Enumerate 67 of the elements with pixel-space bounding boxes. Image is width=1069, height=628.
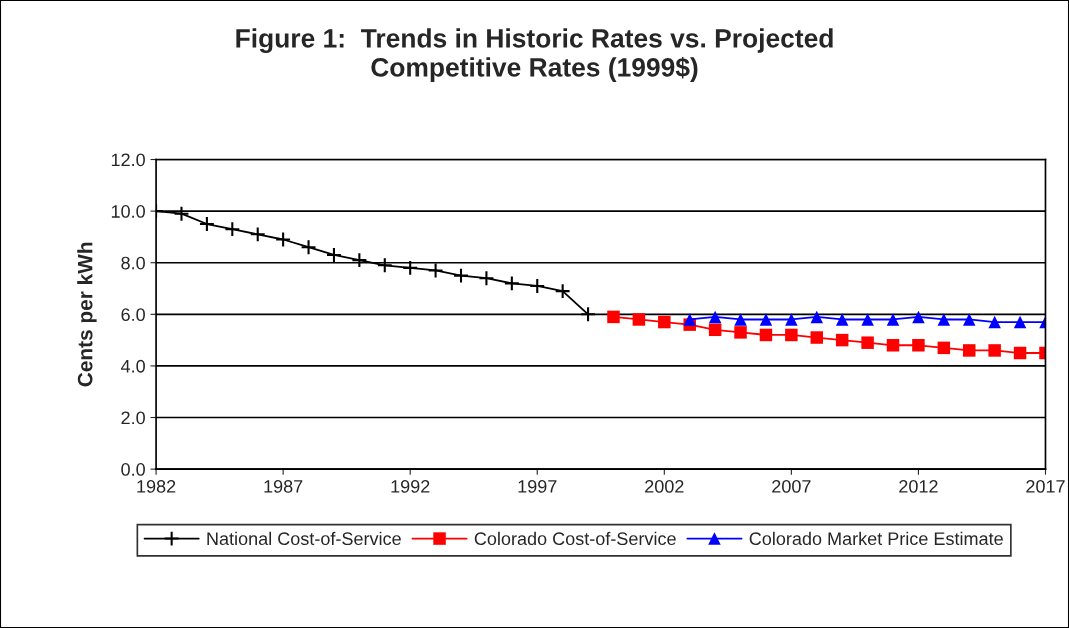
point [886,339,900,352]
x-tick-label: 2002 [645,480,684,493]
legend-label: Colorado Cost-of-Service [474,531,676,546]
y-tick-label: 2.0 [121,411,145,425]
point [580,306,597,323]
point [734,313,747,326]
chart-title: Figure 1: Trends in Historic Rates vs. Projected Competitive Rates (1999$) [236,28,833,82]
point [759,328,773,342]
point [835,333,849,347]
y-axis-title: Cents per kWh [77,242,97,387]
point [173,205,190,222]
point [759,313,773,326]
y-tick-label: 12.0 [111,153,145,167]
x-tick-label: 1997 [518,480,557,493]
point [810,331,824,344]
x-tick-label: 1987 [264,480,303,493]
legend-label: National Cost-of-Service [207,531,401,546]
y-tick-label: 6.0 [121,308,145,322]
legend-label: Colorado Market Price Estimate [749,531,1003,546]
point [658,315,671,329]
x-tick-label: 2007 [772,480,811,493]
point [478,270,495,287]
point [300,239,317,256]
x-tick-label: 2017 [1026,480,1065,493]
point [963,313,976,326]
point [785,313,798,326]
point [275,231,292,248]
point [734,326,747,339]
point [810,310,824,324]
y-tick-label: 10.0 [111,205,145,218]
x-tick-label: 2012 [899,480,938,493]
point [529,277,546,294]
point [708,323,722,337]
point [912,339,925,352]
point [835,313,849,326]
point [988,344,1001,357]
point [554,283,571,300]
y-tick-label: 4.0 [120,359,145,373]
point [886,313,900,326]
point [937,341,951,355]
point [503,275,520,292]
point [607,310,620,324]
x-tick-label: 1982 [137,480,176,493]
point [632,313,646,326]
point [937,313,951,326]
point [785,328,798,342]
point [988,315,1001,329]
point [861,313,874,326]
y-tick-label: 0.0 [121,463,145,476]
y-tick-label: 8.0 [121,256,145,270]
point [427,262,444,279]
point [861,336,874,349]
point [402,259,419,276]
point [198,216,215,232]
point [963,344,976,357]
x-tick-label: 1992 [391,480,430,493]
point [325,246,342,263]
point [249,226,266,243]
point [683,313,696,326]
point [351,252,368,269]
point [1013,346,1027,360]
point [224,221,241,238]
point [453,267,469,284]
point [912,310,925,324]
point [708,310,722,324]
point [376,257,393,274]
point [1013,315,1027,329]
